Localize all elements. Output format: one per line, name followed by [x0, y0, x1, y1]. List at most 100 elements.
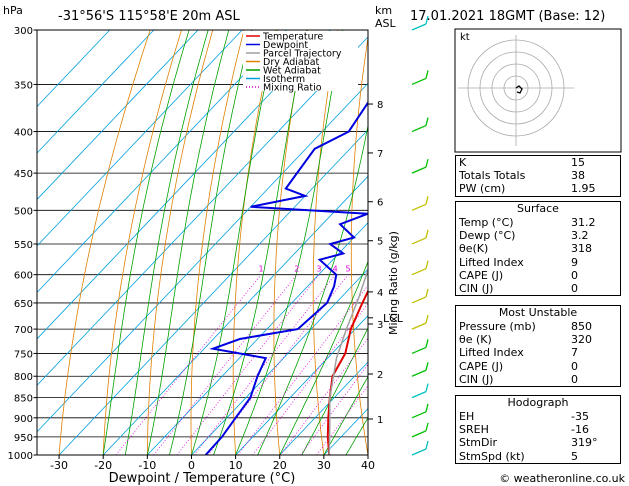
- surface-row: Temp (°C) 31.2: [456, 216, 620, 229]
- km-tick-label: 3: [377, 320, 383, 331]
- most-unstable-row: CIN (J) 0: [456, 373, 620, 386]
- dry-adiabat: [232, 30, 276, 455]
- wind-barb: [425, 70, 429, 79]
- wind-barb: [411, 411, 427, 419]
- surface-value: 9: [571, 255, 578, 269]
- mixing-ratio-label: 4: [333, 265, 338, 274]
- dry-adiabat: [190, 30, 245, 455]
- temperature-tick-label: 10: [229, 459, 243, 472]
- wind-barb: [411, 296, 427, 304]
- most-unstable-value: 7: [571, 346, 578, 360]
- most-unstable-row: θe (K) 320: [456, 333, 620, 346]
- temperature-tick-label: -30: [50, 459, 68, 472]
- most-unstable-row: CAPE (J) 0: [456, 360, 620, 373]
- surface-value: 318: [571, 242, 592, 256]
- wind-barb: [425, 440, 429, 450]
- temperature-tick-label: 40: [361, 459, 375, 472]
- asl-label: ASL: [375, 17, 397, 30]
- date-title: 17.01.2021 18GMT (Base: 12): [410, 9, 605, 24]
- indices-table: K 15 Totals Totals 38 PW (cm) 1.95: [455, 155, 621, 197]
- surface-label: θe(K): [459, 242, 489, 256]
- wind-barb: [425, 260, 429, 269]
- pressure-tick-label: 950: [14, 433, 33, 444]
- most-unstable-table: Most Unstable Pressure (mb) 850 θe (K) 320 L…: [455, 305, 621, 387]
- plot-frame: [36, 29, 369, 456]
- wind-barb: [411, 203, 427, 211]
- mixing-ratio-line: [300, 363, 368, 455]
- dry-adiabat: [424, 30, 457, 455]
- wind-barb: [411, 77, 427, 86]
- pressure-tick-label: 850: [14, 394, 33, 405]
- legend-entry: Dewpoint: [263, 40, 308, 51]
- hodograph-row: StmDir 319°: [456, 436, 620, 449]
- surface-label: CIN (J): [459, 281, 494, 295]
- hodo-kt-label: kt: [460, 32, 470, 43]
- temperature-tick-label: -10: [138, 459, 156, 472]
- mixing-ratio-line: [153, 274, 298, 455]
- wet-adiabat: [124, 30, 209, 455]
- wind-barb: [411, 346, 427, 355]
- mixing-ratio-line: [252, 302, 368, 455]
- index-row-pw: PW (cm) 1.95: [459, 182, 596, 196]
- surface-value: 0: [571, 268, 578, 282]
- wind-barb: [411, 322, 427, 330]
- legend-entry: Wet Adiabat: [263, 66, 321, 77]
- km-tick-label: 8: [377, 100, 383, 111]
- temperature-tick-label: 20: [273, 459, 287, 472]
- index-row-k: K 15: [459, 156, 585, 169]
- wet-adiabat: [279, 260, 368, 455]
- isotherm-line: [279, 361, 368, 455]
- pressure-tick-label: 650: [14, 299, 33, 310]
- wet-adiabat: [169, 30, 252, 455]
- most-unstable-value: 0: [571, 359, 578, 373]
- km-tick-label: 7: [377, 149, 383, 160]
- most-unstable-title: Most Unstable: [498, 306, 578, 319]
- surface-row: CAPE (J) 0: [456, 269, 620, 282]
- most-unstable-label: CAPE (J): [459, 359, 504, 373]
- mixing-ratio-label: 3: [316, 265, 321, 274]
- surface-row: CIN (J) 0: [456, 282, 620, 295]
- isotherm-line: [37, 82, 368, 433]
- temperature-tick-label: 30: [317, 459, 331, 472]
- pressure-tick-label: 600: [14, 271, 33, 282]
- hodograph-label: SREH: [459, 423, 489, 437]
- wet-adiabat: [146, 30, 230, 455]
- mixing-ratio-line: [176, 274, 320, 455]
- wet-adiabat: [102, 30, 190, 455]
- wind-barb: [411, 268, 427, 276]
- wind-barb: [425, 314, 429, 324]
- station-title: -31°56'S 115°58'E 20m ASL: [58, 9, 240, 24]
- temperature-tick-label: 0: [188, 459, 195, 472]
- mixing-ratio-line: [279, 337, 368, 455]
- most-unstable-value: 320: [571, 333, 592, 347]
- isotherm-line: [235, 315, 368, 455]
- most-unstable-value: 0: [571, 372, 578, 386]
- wind-barb: [411, 166, 427, 174]
- x-axis-label: Dewpoint / Temperature (°C): [109, 471, 296, 486]
- mixing-ratio-label: 20: [430, 265, 440, 274]
- hodograph-table: Hodograph EH -35 SREH -16 StmDir 319° StmSpd (…: [455, 395, 621, 464]
- wind-barb: [411, 124, 427, 133]
- most-unstable-label: CIN (J): [459, 372, 494, 386]
- wet-adiabat: [213, 30, 308, 455]
- wet-adiabat: [257, 123, 368, 455]
- isotherm-line: [58, 129, 368, 455]
- pressure-tick-label: 800: [14, 372, 33, 383]
- wind-barb: [411, 369, 427, 377]
- pressure-tick-label: 700: [14, 325, 33, 336]
- series-temperature: [326, 288, 368, 455]
- legend-entry: Mixing Ratio: [263, 83, 322, 94]
- dry-adiabat: [146, 30, 214, 455]
- surface-label: Temp (°C): [459, 216, 514, 229]
- km-tick-label: 1: [377, 415, 383, 426]
- pressure-tick-label: 450: [14, 169, 33, 180]
- wind-barb: [411, 430, 427, 438]
- surface-label: Dewp (°C): [459, 229, 516, 243]
- wind-barb: [411, 391, 427, 399]
- km-tick-label: 6: [377, 198, 383, 209]
- legend-entry: Temperature: [262, 32, 323, 43]
- km-tick-label: 5: [377, 237, 383, 248]
- dry-adiabat: [273, 30, 307, 455]
- km-label: km: [375, 4, 392, 17]
